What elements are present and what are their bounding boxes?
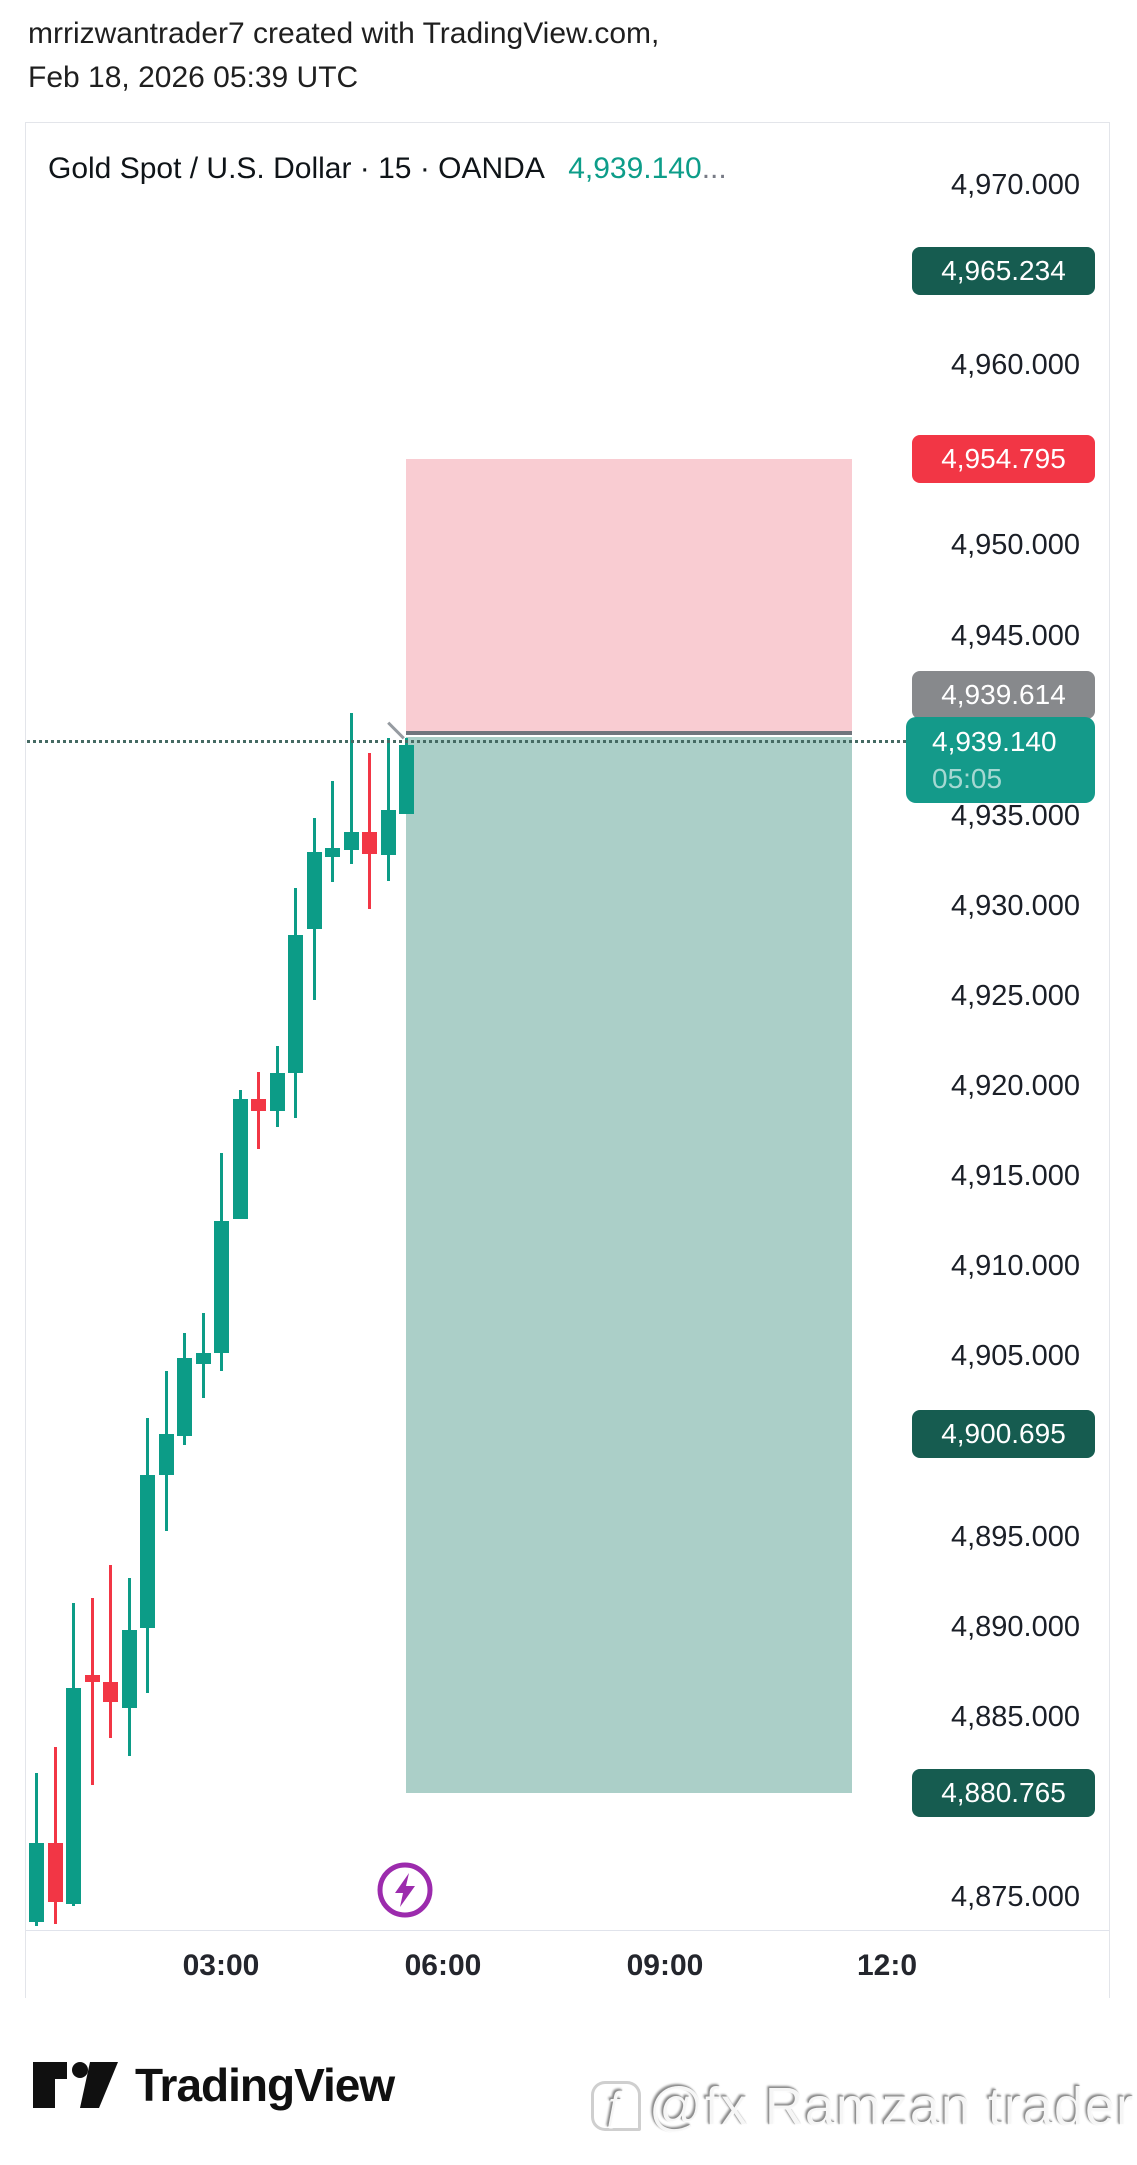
tradingview-logo-mark <box>33 2061 118 2108</box>
time-axis-label: 12:0 <box>856 1949 918 1982</box>
price-badge-green: 4,965.234 <box>912 247 1095 295</box>
price-badge-red: 4,954.795 <box>912 435 1095 483</box>
candle-body <box>399 745 414 814</box>
watermark-bubble-icon: ƒ <box>591 2081 642 2131</box>
price-axis-label: 4,960.000 <box>950 349 1080 381</box>
price-axis-label: 4,935.000 <box>950 800 1080 832</box>
attribution-header: mrrizwantrader7 created with TradingView… <box>28 12 659 100</box>
position-drag-handle[interactable] <box>387 721 405 740</box>
price-badge-green: 4,900.695 <box>912 1410 1095 1458</box>
badge-countdown: 05:05 <box>932 763 1003 794</box>
candle-body <box>270 1073 285 1111</box>
badge-price: 4,954.795 <box>941 443 1066 474</box>
candle-body <box>325 848 340 857</box>
candle-body <box>362 832 377 854</box>
candle-body <box>85 1675 100 1682</box>
candle-wick <box>368 753 371 909</box>
price-axis-label: 4,920.000 <box>950 1070 1080 1102</box>
price-axis-label: 4,915.000 <box>950 1160 1080 1192</box>
attribution-line2: Feb 18, 2026 05:39 UTC <box>28 61 359 94</box>
candle-wick <box>91 1598 94 1785</box>
title-last-price: 4,939.140 <box>568 152 702 185</box>
price-axis-label: 4,925.000 <box>950 980 1080 1012</box>
candle-wick <box>350 713 353 864</box>
price-axis-label: 4,950.000 <box>950 529 1080 561</box>
badge-price: 4,900.695 <box>941 1418 1066 1449</box>
candle-body <box>122 1630 137 1708</box>
candle-body <box>159 1434 174 1475</box>
symbol-title: Gold Spot / U.S. Dollar · 15 · OANDA <box>48 152 544 185</box>
badge-price: 4,939.614 <box>941 679 1066 710</box>
time-axis-label: 06:00 <box>404 1949 482 1982</box>
tradingview-logo-text: TradingView <box>135 2059 395 2111</box>
candle-body <box>196 1353 211 1364</box>
price-axis-label: 4,905.000 <box>950 1340 1080 1372</box>
candle-body <box>48 1843 63 1902</box>
candle-body <box>344 832 359 850</box>
price-axis-label: 4,945.000 <box>950 620 1080 652</box>
candle-wick <box>331 781 334 882</box>
time-axis-label: 03:00 <box>182 1949 260 1982</box>
candle-body <box>251 1099 266 1111</box>
candle-body <box>29 1843 44 1922</box>
price-badge-green: 4,880.765 <box>912 1769 1095 1817</box>
candle-body <box>233 1099 248 1219</box>
badge-price: 4,939.140 <box>932 726 1057 757</box>
price-axis-label: 4,885.000 <box>950 1701 1080 1733</box>
tradingview-logo: TradingView <box>33 2058 395 2112</box>
price-badge-gray: 4,939.614 <box>912 671 1095 719</box>
lightning-icon <box>375 1860 435 1925</box>
candle-wick <box>387 738 390 881</box>
price-axis-label: 4,890.000 <box>950 1611 1080 1643</box>
candle-body <box>140 1475 155 1628</box>
chart-title: Gold Spot / U.S. Dollar · 15 · OANDA 4,9… <box>48 152 727 186</box>
position-entry-line[interactable] <box>406 731 852 735</box>
attribution-line1: mrrizwantrader7 created with TradingView… <box>28 17 660 50</box>
price-axis-label: 4,970.000 <box>950 169 1080 201</box>
price-axis-label: 4,895.000 <box>950 1521 1080 1553</box>
candle-wick <box>54 1747 57 1924</box>
watermark-text: @fx Ramzan trader <box>649 2077 1135 2137</box>
watermark: ƒ @fx Ramzan trader <box>591 2076 1135 2138</box>
candle-body <box>177 1358 192 1436</box>
badge-price: 4,880.765 <box>941 1777 1066 1808</box>
candle-body <box>103 1682 118 1702</box>
price-axis-label: 4,930.000 <box>950 890 1080 922</box>
time-axis-label: 09:00 <box>626 1949 704 1982</box>
price-badge-teal: 4,939.140 05:05 <box>906 717 1095 803</box>
candle-body <box>214 1221 229 1353</box>
candle-body <box>288 935 303 1073</box>
short-position-reward-zone[interactable] <box>406 737 852 1793</box>
candle-body <box>381 810 396 855</box>
badge-price: 4,965.234 <box>941 255 1066 286</box>
last-price-dotted-line <box>27 740 906 743</box>
price-axis-label: 4,910.000 <box>950 1250 1080 1282</box>
candle-body <box>307 852 322 929</box>
title-ellipsis: ... <box>701 152 727 185</box>
short-position-risk-zone[interactable] <box>406 459 852 733</box>
price-axis-label: 4,875.000 <box>950 1881 1080 1913</box>
candle-wick <box>109 1565 112 1738</box>
time-axis[interactable]: 03:00 06:00 09:00 12:0 <box>26 1930 1109 1998</box>
candle-body <box>66 1688 81 1904</box>
